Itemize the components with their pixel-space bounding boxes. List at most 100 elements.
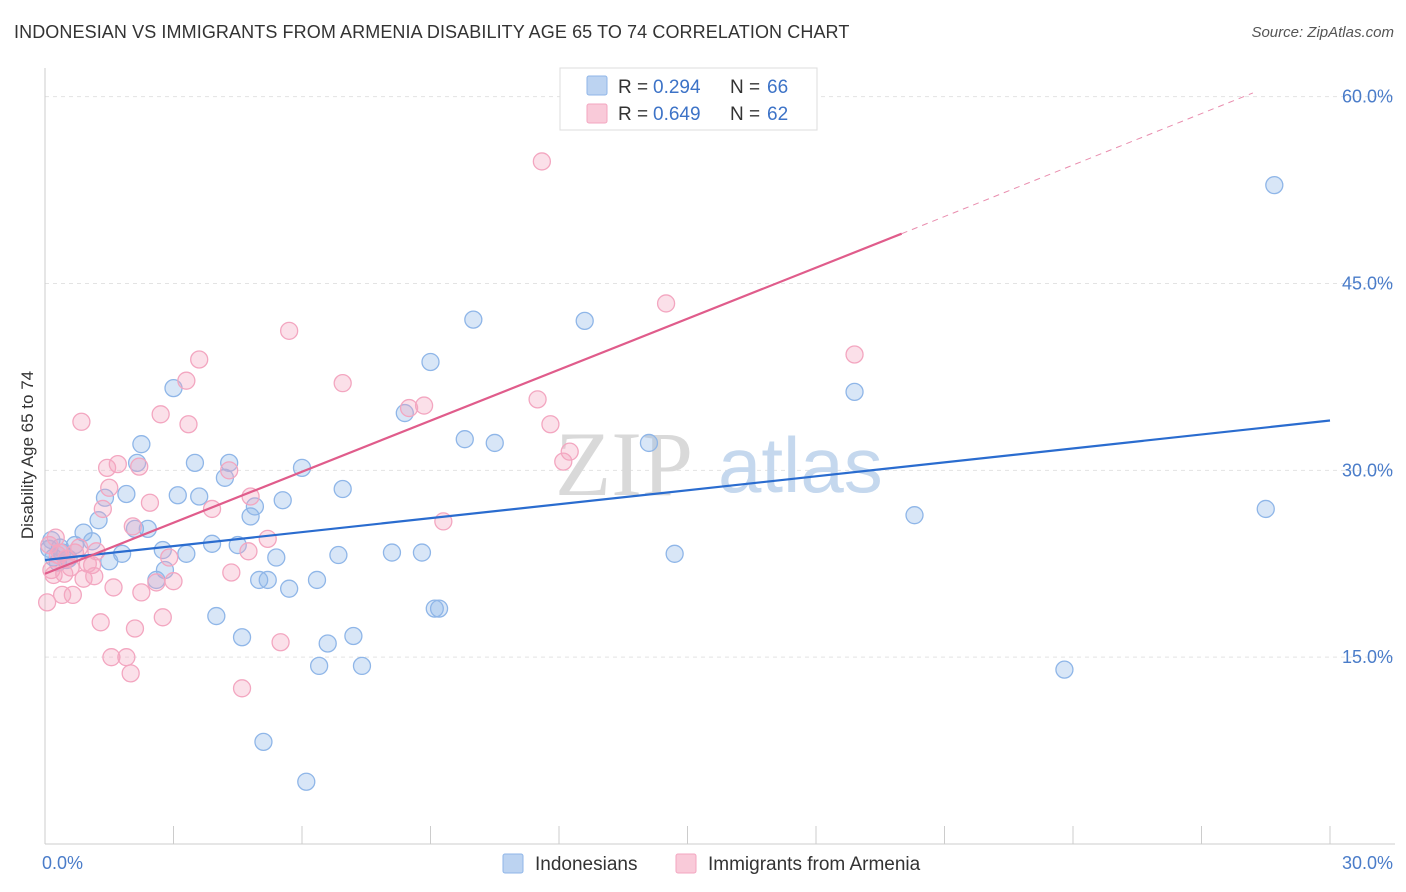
armenia-trend-extension [901, 92, 1254, 235]
bottom-legend-label-indonesians: Indonesians [535, 854, 637, 875]
chart-title: INDONESIAN VS IMMIGRANTS FROM ARMENIA DI… [14, 22, 850, 42]
armenia-point-17 [91, 613, 110, 632]
indonesians-point-44 [329, 545, 348, 565]
armenia-point-26 [125, 619, 145, 638]
axes [44, 68, 1395, 845]
armenia-point-13 [74, 569, 93, 588]
watermark-zip: ZIP [555, 413, 693, 515]
armenia-point-40 [222, 563, 241, 582]
legend: R = 0.294 N = 66 R = 0.649 N = 62 [559, 67, 818, 131]
x-tick-labels: 0.0% 30.0% [42, 853, 1393, 873]
indonesians-point-39 [279, 579, 299, 598]
armenia-point-29 [140, 493, 160, 512]
indonesians-point-45 [333, 479, 352, 499]
bottom-legend: Indonesians Immigrants from Armenia [502, 853, 921, 875]
indonesians-point-66 [254, 732, 273, 752]
armenia-point-28 [132, 583, 151, 602]
armenia-point-44 [258, 529, 277, 548]
indonesians-point-14 [117, 484, 136, 504]
y-tick-label-2: 45.0% [1342, 274, 1393, 294]
indonesians-point-55 [464, 310, 483, 329]
armenia-point-24 [121, 664, 140, 683]
legend-swatch-armenia [586, 103, 608, 124]
armenia-point-53 [541, 415, 560, 434]
armenia-point-54 [554, 452, 573, 471]
armenia-point-51 [528, 390, 547, 409]
armenia-point-18 [93, 499, 112, 519]
source-label: Source: ZipAtlas.com [1251, 24, 1394, 41]
x-tick-label-0: 0.0% [42, 853, 83, 873]
armenia-point-48 [399, 398, 419, 418]
armenia-point-42 [239, 542, 258, 561]
indonesians-point-53 [429, 599, 449, 618]
data-points [37, 152, 1284, 791]
armenia-point-0 [37, 593, 57, 612]
armenia-point-58 [52, 585, 72, 605]
indonesians-point-63 [1256, 499, 1275, 519]
armenia-point-25 [123, 517, 142, 536]
indonesians-point-11 [89, 511, 108, 530]
indonesians-point-32 [232, 628, 252, 647]
indonesians-point-24 [177, 544, 196, 563]
armenia-point-61 [104, 578, 123, 597]
indonesians-point-41 [307, 570, 327, 590]
y-tick-label-3: 60.0% [1342, 87, 1393, 107]
indonesians-point-23 [168, 486, 187, 505]
armenia-point-32 [153, 608, 172, 627]
indonesians-point-51 [421, 352, 440, 372]
armenia-point-15 [82, 555, 102, 575]
indonesians-point-61 [905, 506, 924, 525]
bottom-legend-swatch-indonesians [502, 853, 524, 874]
armenia-point-22 [108, 454, 127, 474]
indonesians-point-26 [190, 487, 209, 506]
armenia-point-11 [70, 538, 89, 557]
armenia-point-9 [63, 585, 82, 605]
armenia-trend-line [44, 232, 903, 575]
armenia-point-55 [560, 442, 579, 461]
indonesians-point-54 [455, 430, 474, 449]
armenia-point-56 [656, 294, 676, 313]
indonesians-point-58 [639, 433, 659, 453]
armenia-point-4 [46, 528, 65, 547]
armenia-point-46 [279, 321, 299, 340]
armenia-point-21 [102, 648, 121, 667]
armenia-point-41 [232, 679, 252, 698]
watermark-atlas: atlas [718, 421, 883, 509]
indonesians-point-33 [241, 507, 260, 526]
armenia-point-12 [72, 412, 91, 431]
legend-r-label-1: R = [618, 77, 648, 98]
indonesians-point-12 [95, 488, 115, 507]
armenia-point-35 [177, 371, 196, 390]
indonesians-point-46 [344, 626, 363, 646]
armenia-point-45 [271, 633, 290, 652]
indonesians-point-64 [1265, 175, 1284, 195]
legend-n-value-2: 62 [767, 104, 788, 125]
bottom-legend-swatch-armenia [675, 853, 697, 874]
armenia-point-60 [48, 545, 67, 565]
indonesians-point-47 [352, 656, 372, 676]
legend-r-value-2: 0.649 [653, 104, 701, 125]
indonesians-point-59 [665, 544, 684, 563]
armenia-point-27 [130, 457, 149, 476]
legend-r-label-2: R = [618, 104, 648, 125]
y-tick-labels: 15.0% 30.0% 45.0% 60.0% [1342, 87, 1393, 667]
indonesians-point-34 [245, 497, 265, 516]
indonesians-point-43 [318, 634, 337, 653]
indonesians-point-57 [575, 311, 594, 331]
indonesians-point-62 [1055, 660, 1074, 679]
y-axis-title: Disability Age 65 to 74 [18, 371, 37, 539]
armenia-point-52 [532, 152, 552, 171]
armenia-point-37 [190, 350, 209, 369]
armenia-point-33 [160, 548, 179, 567]
indonesians-point-67 [297, 772, 316, 791]
indonesians-point-48 [382, 543, 402, 562]
armenia-point-20 [100, 478, 119, 497]
indonesians-point-37 [267, 548, 286, 567]
watermark: ZIP atlas [555, 413, 883, 515]
indonesians-point-38 [273, 491, 292, 510]
armenia-point-31 [151, 405, 170, 424]
indonesians-point-31 [228, 535, 247, 555]
armenia-point-34 [164, 572, 183, 591]
indonesians-point-25 [185, 453, 205, 473]
